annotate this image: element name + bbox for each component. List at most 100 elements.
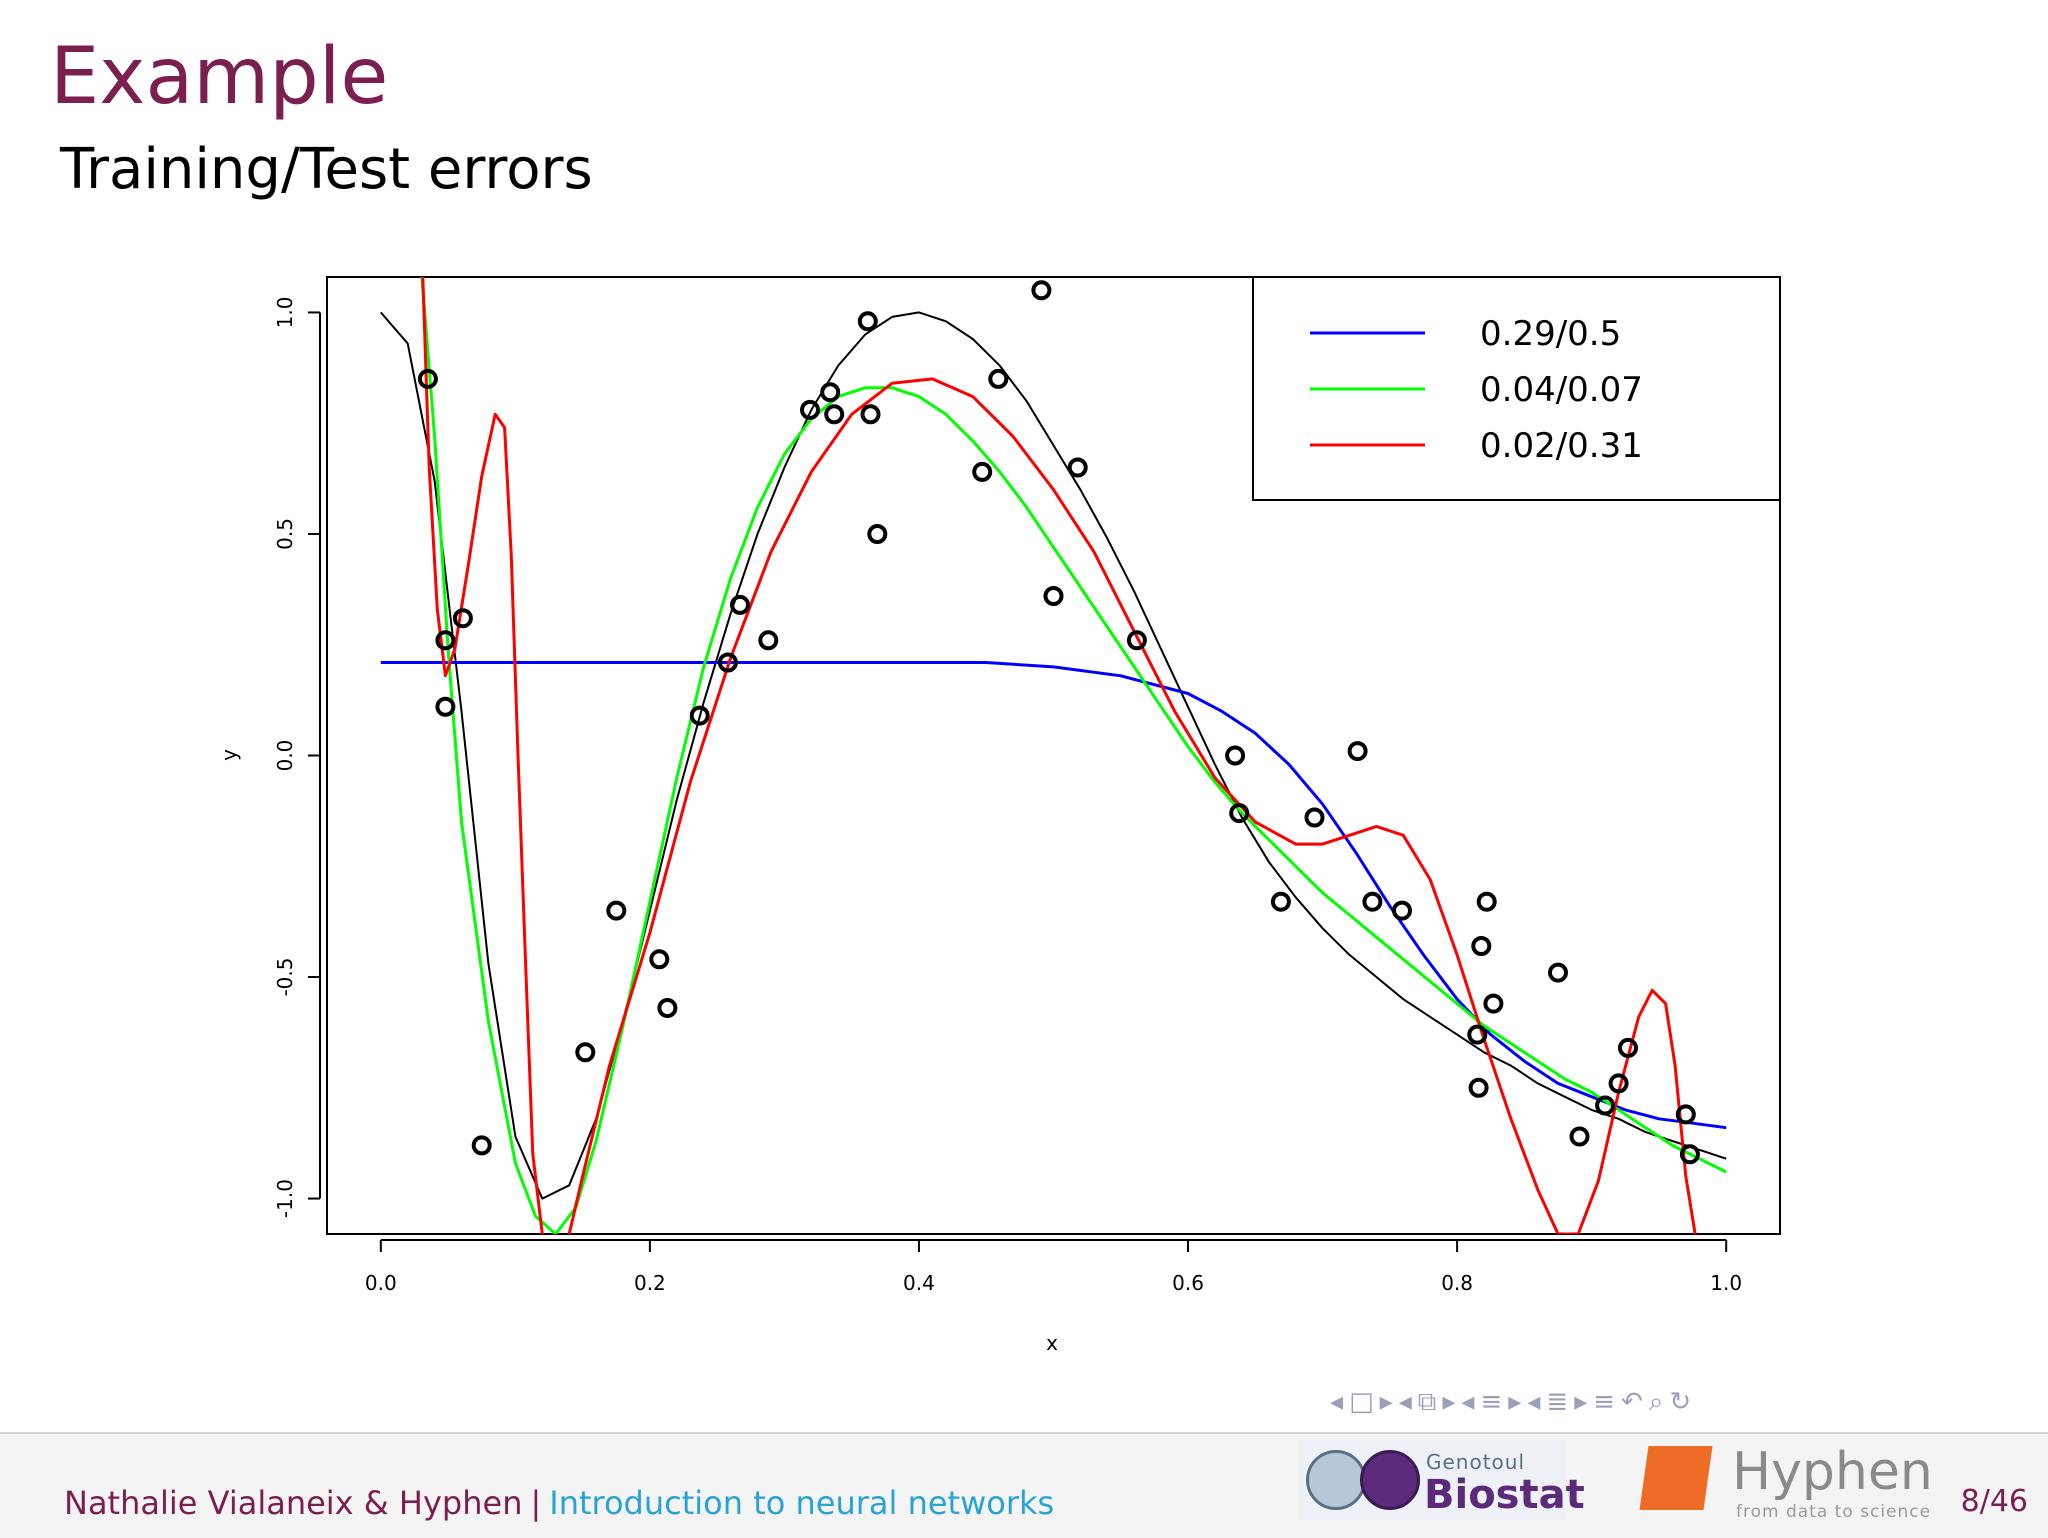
genotoul-biostat-logo: Genotoul Biostat [1298,1440,1585,1520]
y-tick-label: 0.0 [273,740,297,772]
data-point [730,594,750,615]
undo-icon[interactable]: ↶ [1621,1387,1643,1417]
data-point [1468,1077,1489,1098]
nav-subsection-icon[interactable]: ⧉ [1417,1386,1437,1417]
data-point [857,311,878,332]
data-point [824,404,845,425]
chart: 0.0 0.2 0.4 0.6 0.8 1.0 -1.0 -0.5 0.0 0.5 1.0 0.29… [217,276,1781,1355]
data-point [689,705,710,726]
series-line-2 [420,277,1727,1234]
x-tick-label: 0.8 [1441,1271,1473,1295]
x-tick-label: 0.6 [1172,1271,1204,1295]
data-point [988,368,1009,389]
data-point [1675,1104,1696,1125]
footer-separator: | [530,1484,542,1522]
nav-left-arrow[interactable]: ◂ [1527,1387,1541,1417]
data-point [1467,1024,1488,1045]
nav-outline-icon[interactable]: ≡ [1593,1387,1616,1417]
footer-authors: Nathalie Vialaneix & Hyphen | Introduction… [64,1484,1054,1522]
course-title: Introduction to neural networks [549,1484,1055,1522]
legend-label: 0.02/0.31 [1480,426,1643,466]
data-point [1483,993,1504,1014]
logo-genotoul-text: Genotoul [1426,1450,1526,1474]
x-tick-label: 0.4 [903,1271,935,1295]
data-point [1362,891,1383,912]
logo-hyphen-tagline: from data to science [1736,1502,1932,1522]
data-point [1347,741,1368,762]
y-axis-label: y [217,749,241,761]
logo-biostat-text: Biostat [1424,1472,1585,1518]
data-point [1618,1037,1638,1058]
data-point [1067,457,1088,478]
data-point [1548,962,1568,983]
authors-text: Nathalie Vialaneix & Hyphen [64,1484,523,1522]
y-tick-label: 0.5 [273,518,297,550]
navigation-bar: ◂ □ ▸ ◂ ⧉ ▸ ◂ ≡ ▸ ◂ ≣ ▸ ≡ ↶ ⌕ ↻ [1330,1384,2030,1420]
data-point [867,524,888,544]
nav-left-arrow[interactable]: ◂ [1398,1387,1412,1417]
nav-right-arrow[interactable]: ▸ [1508,1387,1522,1417]
footer: Nathalie Vialaneix & Hyphen | Introduction… [0,1432,2048,1538]
nav-frame-icon[interactable]: □ [1349,1387,1374,1417]
data-point [452,608,473,629]
nav-left-arrow[interactable]: ◂ [1461,1387,1475,1417]
nav-sections-icon[interactable]: ≣ [1546,1387,1569,1417]
data-point [860,404,881,425]
nav-right-arrow[interactable]: ▸ [1574,1387,1588,1417]
y-tick-label: 1.0 [273,297,297,329]
biostat-dna-icon [1306,1450,1366,1510]
legend-label: 0.29/0.5 [1480,314,1621,354]
legend-label: 0.04/0.07 [1480,370,1643,410]
data-point [657,998,678,1018]
slide-subtitle: Training/Test errors [60,137,593,202]
hyphen-logo: Hyphen from data to science [1636,1438,1936,1524]
data-point [435,696,456,717]
logo-hyphen-text: Hyphen [1732,1442,1933,1502]
data-point [435,630,456,651]
data-point [1679,1144,1700,1165]
data-point [1225,745,1246,766]
nav-section-icon[interactable]: ≡ [1480,1387,1503,1417]
data-point [1569,1126,1590,1147]
data-point [1126,630,1147,651]
data-point [1392,900,1412,921]
data-point [417,368,438,389]
y-tick-label: -0.5 [273,958,297,997]
nav-right-arrow[interactable]: ▸ [1442,1387,1456,1417]
legend: 0.29/0.5 0.04/0.07 0.02/0.31 [1252,276,1781,501]
data-point [1476,891,1497,912]
data-point [972,461,993,482]
slide-title: Example [50,32,389,122]
series-line-1 [380,661,1727,1130]
data-point [1043,586,1064,606]
search-icon[interactable]: ⌕ [1648,1386,1664,1417]
data-point [649,949,670,970]
data-point [575,1042,596,1063]
biostat-curve-icon [1360,1450,1420,1510]
page-number: 8/46 [1960,1484,2028,1519]
x-axis-label: x [1046,1331,1058,1355]
data-point [1031,280,1052,301]
data-point [606,900,627,921]
x-tick-label: 0.0 [365,1271,397,1295]
x-tick-label: 0.2 [634,1271,666,1295]
data-point [758,630,779,651]
data-point [1304,807,1325,828]
nav-left-arrow[interactable]: ◂ [1330,1387,1344,1417]
data-point [1270,891,1291,912]
series-line-3 [421,277,1697,1234]
data-point [1608,1073,1629,1094]
y-tick-label: -1.0 [273,1179,297,1218]
data-point [1471,936,1492,956]
data-point [820,382,841,403]
nav-right-arrow[interactable]: ▸ [1379,1387,1393,1417]
plot-frame [326,276,1781,1235]
data-point [471,1135,492,1156]
data-point [800,399,820,420]
hyphen-mark-icon [1639,1446,1713,1510]
data-point [717,652,738,673]
x-tick-label: 1.0 [1710,1271,1742,1295]
data-point [1229,803,1250,824]
data-point [1595,1095,1616,1116]
refresh-icon[interactable]: ↻ [1669,1387,1692,1417]
